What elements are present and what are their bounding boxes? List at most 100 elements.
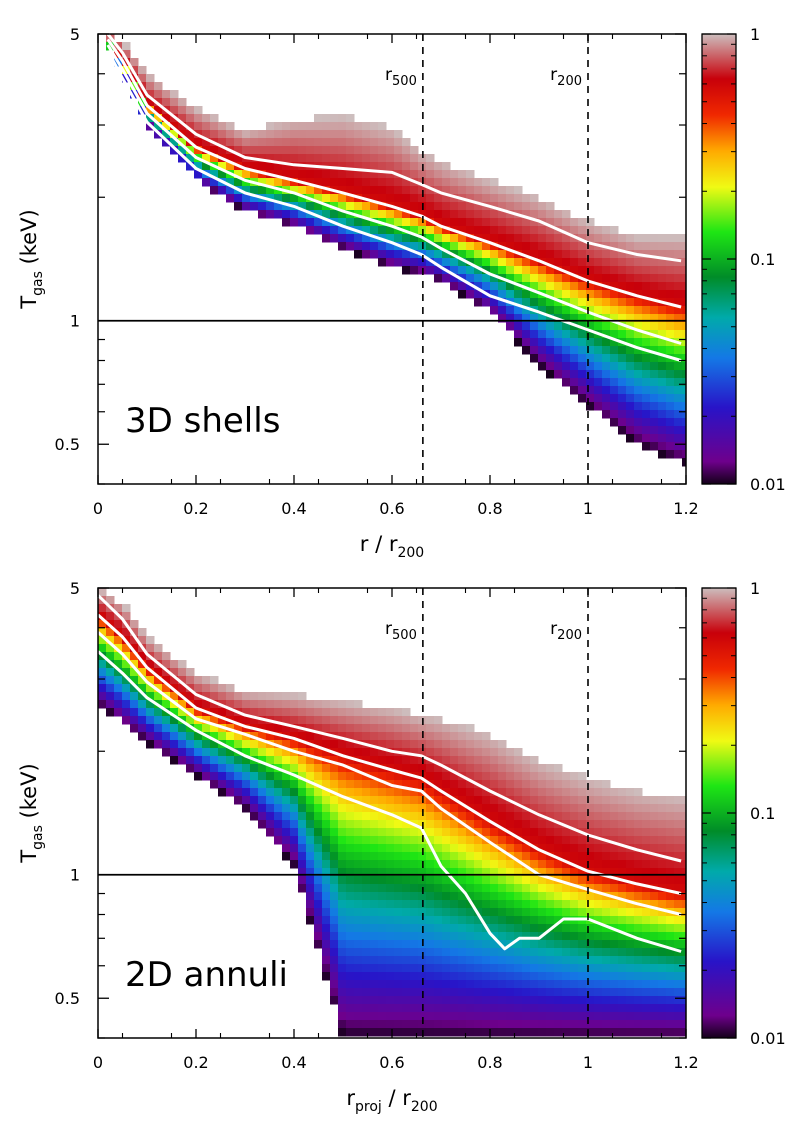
heatmap-cell <box>586 964 595 973</box>
heatmap-cell <box>450 274 459 283</box>
heatmap-cell <box>458 852 467 861</box>
heatmap-cell <box>514 266 523 275</box>
heatmap-cell <box>570 772 579 781</box>
heatmap-cell <box>538 354 547 363</box>
heatmap-cell <box>426 916 435 925</box>
heatmap-cell <box>474 1004 483 1013</box>
heatmap-cell <box>442 964 451 973</box>
heatmap-cell <box>434 170 443 179</box>
heatmap-cell <box>658 924 667 933</box>
heatmap-cell <box>522 290 531 299</box>
heatmap-cell <box>642 434 651 443</box>
heatmap-cell <box>522 780 531 789</box>
heatmap-cell <box>402 170 411 179</box>
heatmap-cell <box>618 418 627 427</box>
heatmap-cell <box>554 996 563 1005</box>
heatmap-cell <box>330 820 339 829</box>
heatmap-cell <box>146 684 155 693</box>
heatmap-cell <box>498 820 507 829</box>
heatmap-cell <box>586 250 595 259</box>
heatmap-cell <box>482 892 491 901</box>
heatmap-cell <box>346 948 355 957</box>
heatmap-cell <box>674 852 683 861</box>
heatmap-cell <box>466 844 475 853</box>
heatmap-cell <box>346 708 355 717</box>
heatmap-cell <box>562 210 571 219</box>
heatmap-cell <box>586 860 595 869</box>
heatmap-cell <box>466 884 475 893</box>
heatmap-cell <box>370 948 379 957</box>
ref-label-r200: r200 <box>550 65 582 89</box>
heatmap-cell <box>322 724 331 733</box>
heatmap-cell <box>554 988 563 997</box>
heatmap-cell <box>138 676 147 685</box>
heatmap-cell <box>474 996 483 1005</box>
heatmap-cell <box>162 668 171 677</box>
heatmap-cell <box>434 748 443 757</box>
heatmap-cell <box>130 700 139 709</box>
heatmap-cell <box>434 756 443 765</box>
heatmap-cell <box>186 732 195 741</box>
heatmap-cell <box>602 266 611 275</box>
heatmap-cell <box>402 234 411 243</box>
heatmap-cell <box>362 1012 371 1021</box>
heatmap-cell <box>378 972 387 981</box>
heatmap-cell <box>466 756 475 765</box>
heatmap-cell <box>474 852 483 861</box>
heatmap-cell <box>642 836 651 845</box>
heatmap-cell <box>506 226 515 235</box>
heatmap-cell <box>522 314 531 323</box>
heatmap-cell <box>474 860 483 869</box>
heatmap-cell <box>394 202 403 211</box>
heatmap-cell <box>594 956 603 965</box>
heatmap-cell <box>546 876 555 885</box>
heatmap-cell <box>458 234 467 243</box>
heatmap-cell <box>546 988 555 997</box>
heatmap-cell <box>466 202 475 211</box>
heatmap-cell <box>106 668 115 677</box>
heatmap-cell <box>354 780 363 789</box>
heatmap-cell <box>578 1028 587 1037</box>
heatmap-cell <box>210 692 219 701</box>
heatmap-cell <box>610 370 619 379</box>
heatmap-cell <box>682 996 686 1005</box>
heatmap-cell <box>442 194 451 203</box>
heatmap-cell <box>266 210 275 219</box>
heatmap-cell <box>122 660 131 669</box>
heatmap-cell <box>354 218 363 227</box>
heatmap-cell <box>522 1012 531 1021</box>
heatmap-cell <box>666 314 675 323</box>
heatmap-cell <box>650 362 659 371</box>
heatmap-cell <box>298 804 307 813</box>
heatmap-cell <box>610 956 619 965</box>
heatmap-cell <box>586 1028 595 1037</box>
heatmap-cell <box>202 114 211 123</box>
heatmap-cell <box>410 892 419 901</box>
heatmap-cell <box>490 234 499 243</box>
heatmap-cell <box>570 812 579 821</box>
heatmap-cell <box>602 250 611 259</box>
heatmap-cell <box>154 708 163 717</box>
heatmap-cell <box>154 122 163 131</box>
heatmap-cell <box>522 788 531 797</box>
heatmap-cell <box>642 282 651 291</box>
heatmap-cell <box>562 972 571 981</box>
heatmap-cell <box>562 362 571 371</box>
heatmap-cell <box>442 996 451 1005</box>
heatmap-cell <box>586 844 595 853</box>
heatmap-cell <box>234 138 243 147</box>
heatmap-cell <box>554 306 563 315</box>
heatmap-cell <box>562 996 571 1005</box>
heatmap-cell <box>650 876 659 885</box>
heatmap-cell <box>482 852 491 861</box>
heatmap-cell <box>266 732 275 741</box>
heatmap-cell <box>522 980 531 989</box>
heatmap-cell <box>530 956 539 965</box>
heatmap-cell <box>666 1004 675 1013</box>
heatmap-cell <box>474 964 483 973</box>
heatmap-cell <box>186 130 195 139</box>
heatmap-cell <box>442 772 451 781</box>
heatmap-cell <box>170 676 179 685</box>
heatmap-cell <box>602 258 611 267</box>
heatmap-cell <box>266 780 275 789</box>
